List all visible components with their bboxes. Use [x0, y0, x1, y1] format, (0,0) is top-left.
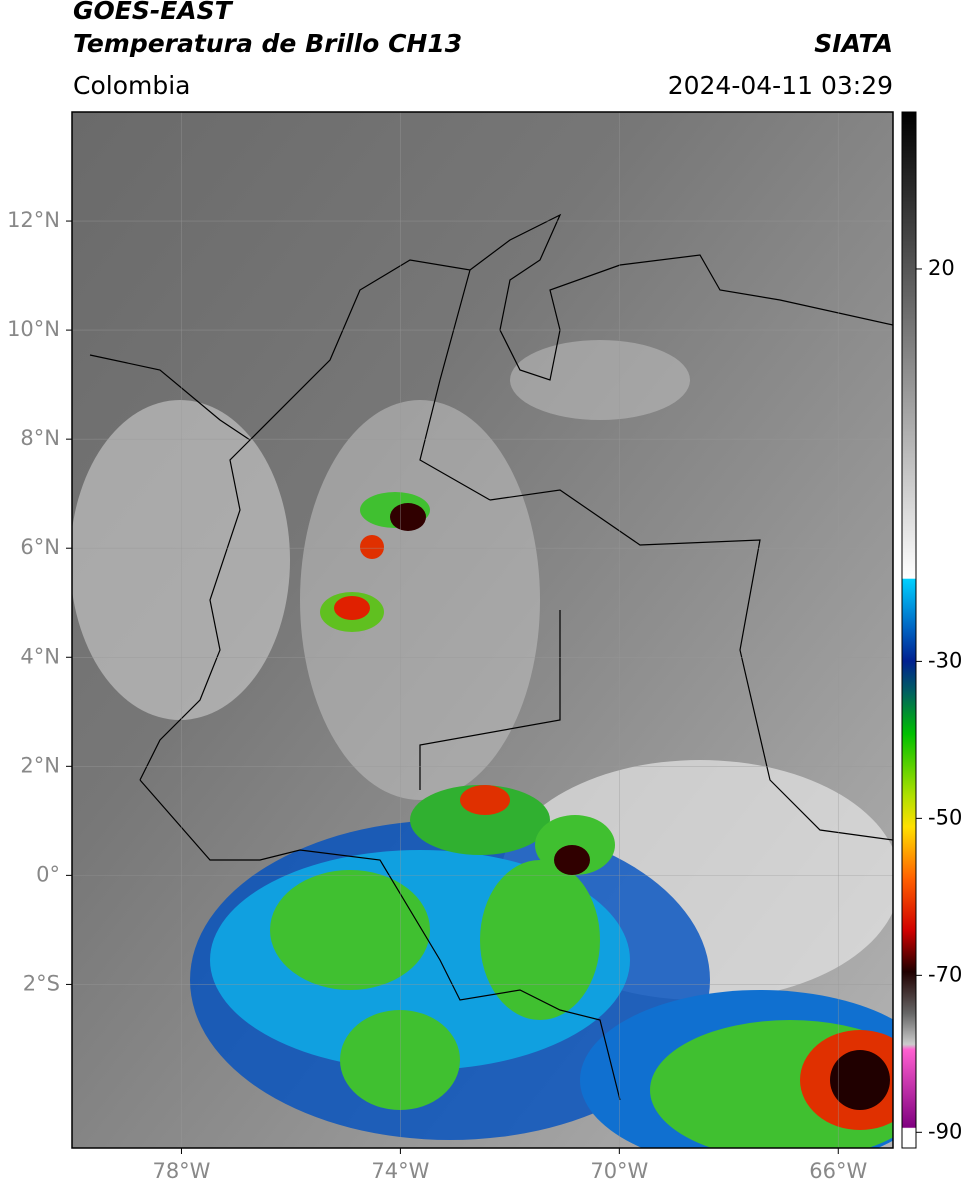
region: Colombia	[73, 71, 190, 100]
product: Temperatura de Brillo CH13	[73, 29, 462, 58]
cloud	[72, 400, 290, 720]
y-tick-label: 10°N	[7, 317, 60, 341]
storm	[270, 870, 430, 990]
storm	[554, 845, 590, 875]
y-tick-label: 0°	[36, 862, 60, 886]
cloud	[300, 400, 540, 800]
x-tick-label: 66°W	[809, 1159, 867, 1183]
x-tick-label: 78°W	[152, 1159, 210, 1183]
y-tick-label: 2°S	[23, 971, 60, 995]
storm	[340, 1010, 460, 1110]
storm	[360, 535, 384, 559]
storm	[480, 860, 600, 1020]
satellite-image	[72, 112, 893, 1148]
x-tick-label: 70°W	[590, 1159, 648, 1183]
y-tick-label: 2°N	[20, 753, 60, 777]
colorbar	[901, 111, 917, 1149]
satellite: GOES-EAST	[73, 0, 234, 25]
cloud	[510, 340, 690, 420]
y-tick-label: 12°N	[7, 208, 60, 232]
colorbar-tick-label: -70	[928, 962, 962, 986]
storm	[390, 503, 426, 531]
datetime: 2024-04-11 03:29	[668, 71, 893, 100]
colorbar-tick-label: -30	[928, 648, 962, 672]
colorbar-tick-label: 20	[928, 256, 955, 280]
y-tick-label: 8°N	[20, 426, 60, 450]
source: SIATA	[814, 29, 893, 58]
storm	[334, 596, 370, 620]
colorbar-tick-label: -50	[928, 805, 962, 829]
map-frame	[71, 111, 894, 1149]
colorbar-tick-label: -90	[928, 1119, 962, 1143]
borders	[89, 213, 893, 1101]
storm	[830, 1050, 890, 1110]
storm	[460, 785, 510, 815]
y-tick-label: 6°N	[20, 535, 60, 559]
x-tick-label: 74°W	[371, 1159, 429, 1183]
storm	[410, 785, 550, 855]
graticule	[72, 112, 893, 1148]
y-tick-label: 4°N	[20, 644, 60, 668]
